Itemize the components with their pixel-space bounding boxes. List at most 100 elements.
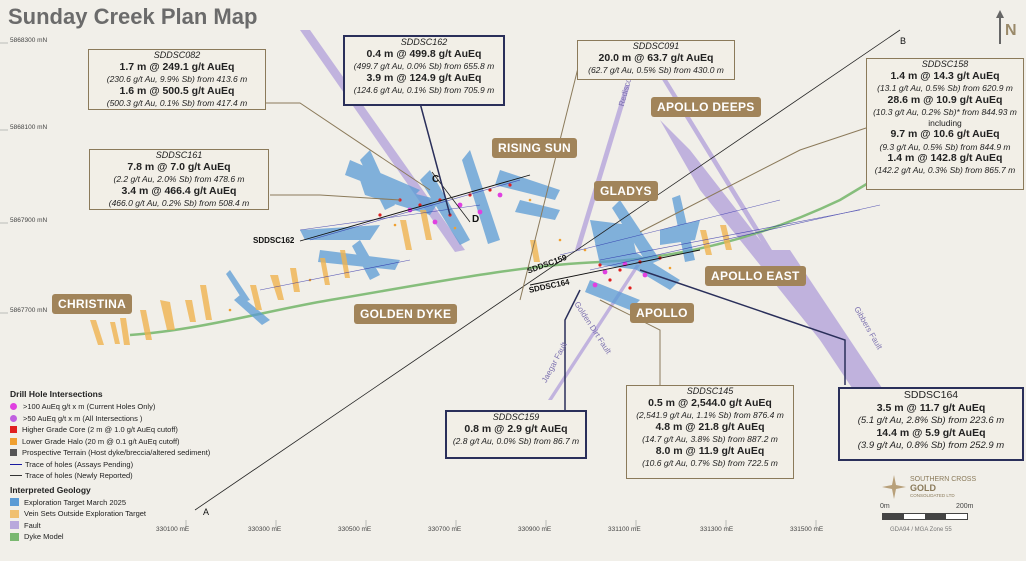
- legend-item-label: Fault: [24, 520, 41, 530]
- callout-hole: SDDSC161: [155, 150, 203, 160]
- callout-hole: SDDSC082: [153, 50, 201, 60]
- callout-intercept: 0.4 m @ 499.8 g/t AuEq: [366, 48, 482, 61]
- lavender-swatch-icon: [10, 521, 19, 530]
- callout-intercept: 1.7 m @ 249.1 g/t AuEq: [119, 61, 235, 74]
- callout-sddsc145: SDDSC145 0.5 m @ 2,544.0 g/t AuEq (2,541…: [626, 385, 794, 479]
- callout-detail: (5.1 g/t Au, 2.8% Sb) from 223.6 m: [857, 415, 1005, 427]
- legend-item: >50 AuEq g/t x m (All Intersections ): [10, 413, 225, 425]
- callout-intercept: 3.9 m @ 124.9 g/t AuEq: [366, 72, 482, 84]
- north-label: N: [1005, 22, 1017, 39]
- scale-bar-graphic: [882, 513, 968, 520]
- scale-right-label: 200m: [956, 503, 974, 510]
- callout-sddsc091: SDDSC091 20.0 m @ 63.7 g/t AuEq (62.7 g/…: [577, 40, 735, 80]
- blue-line-icon: [10, 463, 22, 465]
- easting-label: 331300 mE: [700, 526, 734, 533]
- callout-sddsc159: SDDSC159 0.8 m @ 2.9 g/t AuEq (2.8 g/t A…: [445, 410, 587, 459]
- callout-intercept: 8.0 m @ 11.9 g/t AuEq: [655, 444, 765, 457]
- hole-label-sddsc162: SDDSC162: [253, 236, 295, 245]
- scale-datum: GDA94 / MGA Zone 55: [890, 527, 952, 533]
- callout-detail: (10.3 g/t Au, 0.2% Sb)* from 844.93 m: [873, 107, 1017, 118]
- prospect-gladys: GLADYS: [594, 181, 658, 201]
- callout-hole: SDDSC159: [492, 412, 540, 422]
- company-logo: SOUTHERN CROSS GOLD CONSOLIDATED LTD: [882, 473, 992, 501]
- northing-label: 5867700 mN: [10, 307, 48, 314]
- vein-sets: [90, 210, 732, 345]
- legend: Drill Hole Intersections >100 AuEq g/t x…: [10, 386, 225, 543]
- legend-item-label: Trace of holes (Newly Reported): [25, 471, 133, 481]
- prospect-christina: CHRISTINA: [52, 294, 133, 314]
- callout-detail: (142.2 g/t Au, 0.3% Sb) from 865.7 m: [874, 165, 1016, 176]
- legend-item: Trace of holes (Assays Pending): [10, 459, 225, 471]
- callout-detail: (2,541.9 g/t Au, 1.1% Sb) from 876.4 m: [636, 410, 784, 421]
- callout-detail: (500.3 g/t Au, 0.1% Sb) from 417.4 m: [106, 98, 248, 109]
- callout-hole: SDDSC158: [921, 59, 969, 69]
- orange-square-icon: [10, 437, 17, 445]
- legend-item: Trace of holes (Newly Reported): [10, 470, 225, 482]
- prospect-golden-dyke: GOLDEN DYKE: [354, 304, 458, 324]
- callout-sddsc162: SDDSC162 0.4 m @ 499.8 g/t AuEq (499.7 g…: [343, 35, 505, 106]
- callout-intercept: 20.0 m @ 63.7 g/t AuEq: [598, 52, 714, 65]
- easting-label: 330700 mE: [428, 526, 462, 533]
- legend-item-label: Dyke Model: [24, 532, 64, 542]
- legend-item: Prospective Terrain (Host dyke/breccia/a…: [10, 447, 225, 459]
- callout-intercept: 3.4 m @ 466.4 g/t AuEq: [121, 185, 237, 197]
- easting-label: 331500 mE: [790, 526, 824, 533]
- north-arrow: N: [994, 8, 1022, 46]
- legend-item: Lower Grade Halo (20 m @ 0.1 g/t AuEq cu…: [10, 436, 225, 448]
- legend-heading: Interpreted Geology: [10, 484, 91, 495]
- callout-intercept: 7.8 m @ 7.0 g/t AuEq: [127, 161, 231, 174]
- easting-label: 330500 mE: [338, 526, 372, 533]
- callout-intercept: 4.8 m @ 21.8 g/t AuEq: [655, 421, 765, 433]
- scale-left-label: 0m: [880, 503, 890, 510]
- callout-detail: (124.6 g/t Au, 0.1% Sb) from 705.9 m: [353, 85, 495, 96]
- easting-label: 331100 mE: [608, 526, 641, 533]
- northing-label: 5867900 mN: [10, 217, 48, 224]
- prospect-apollo: APOLLO: [630, 303, 694, 323]
- legend-item-label: Lower Grade Halo (20 m @ 0.1 g/t AuEq cu…: [22, 436, 180, 446]
- callout-intercept: 1.4 m @ 14.3 g/t AuEq: [890, 70, 1000, 83]
- prospect-rising-sun: RISING SUN: [492, 138, 578, 158]
- prospect-apollo-east: APOLLO EAST: [705, 266, 806, 286]
- gray-square-icon: [10, 449, 17, 457]
- scale-bar: 0m 200m GDA94 / MGA Zone 55: [868, 503, 978, 543]
- tan-swatch-icon: [10, 509, 19, 518]
- callout-intercept: 1.4 m @ 142.8 g/t AuEq: [887, 152, 1003, 165]
- section-label-b: B: [900, 36, 906, 46]
- blue-swatch-icon: [10, 498, 19, 507]
- legend-item: Dyke Model: [10, 531, 225, 543]
- drill-traces: [259, 179, 881, 291]
- magenta-dot-icon: [10, 403, 17, 411]
- legend-item-label: Vein Sets Outside Exploration Target: [24, 509, 147, 519]
- callout-intercept: 0.5 m @ 2,544.0 g/t AuEq: [648, 397, 772, 410]
- callout-intercept: 3.5 m @ 11.7 g/t AuEq: [876, 402, 986, 415]
- callout-hole: SDDSC162: [400, 37, 448, 47]
- callout-detail: (230.6 g/t Au, 9.9% Sb) from 413.6 m: [106, 74, 248, 85]
- logo-line1: SOUTHERN CROSS: [910, 476, 977, 483]
- logo-line2: GOLD: [910, 483, 936, 493]
- section-label-a: A: [203, 507, 209, 517]
- legend-item: Exploration Target March 2025: [10, 497, 225, 509]
- black-line-icon: [10, 475, 22, 477]
- red-square-icon: [10, 426, 17, 434]
- northing-label: 5868300 mN: [10, 37, 48, 44]
- callout-detail: (3.9 g/t Au, 0.8% Sb) from 252.9 m: [857, 440, 1005, 452]
- legend-item-label: Exploration Target March 2025: [24, 497, 127, 507]
- north-arrow-icon: [996, 10, 1004, 44]
- callout-detail: (13.1 g/t Au, 0.5% Sb) from 620.9 m: [877, 83, 1013, 94]
- callout-detail: (499.7 g/t Au, 0.0% Sb) from 655.8 m: [353, 61, 495, 72]
- easting-label: 330900 mE: [518, 526, 552, 533]
- easting-label: 330100 mE: [156, 526, 190, 533]
- legend-item-label: Prospective Terrain (Host dyke/breccia/a…: [22, 448, 211, 458]
- prospect-apollo-deeps: APOLLO DEEPS: [651, 97, 761, 117]
- callout-intercept: 28.6 m @ 10.9 g/t AuEq: [887, 94, 1003, 106]
- section-label-d: D: [472, 214, 479, 225]
- callout-intercept: 1.6 m @ 500.5 g/t AuEq: [119, 85, 235, 97]
- callout-detail: (2.2 g/t Au, 2.0% Sb) from 478.6 m: [113, 174, 245, 185]
- callout-hole: SDDSC145: [686, 386, 734, 396]
- purple-dot-icon: [10, 414, 17, 422]
- legend-item: Vein Sets Outside Exploration Target: [10, 508, 225, 520]
- legend-heading: Drill Hole Intersections: [10, 389, 103, 399]
- legend-item-label: Trace of holes (Assays Pending): [25, 459, 134, 469]
- callout-detail: (62.7 g/t Au, 0.5% Sb) from 430.0 m: [588, 65, 724, 76]
- callout-sddsc161: SDDSC161 7.8 m @ 7.0 g/t AuEq (2.2 g/t A…: [89, 149, 269, 210]
